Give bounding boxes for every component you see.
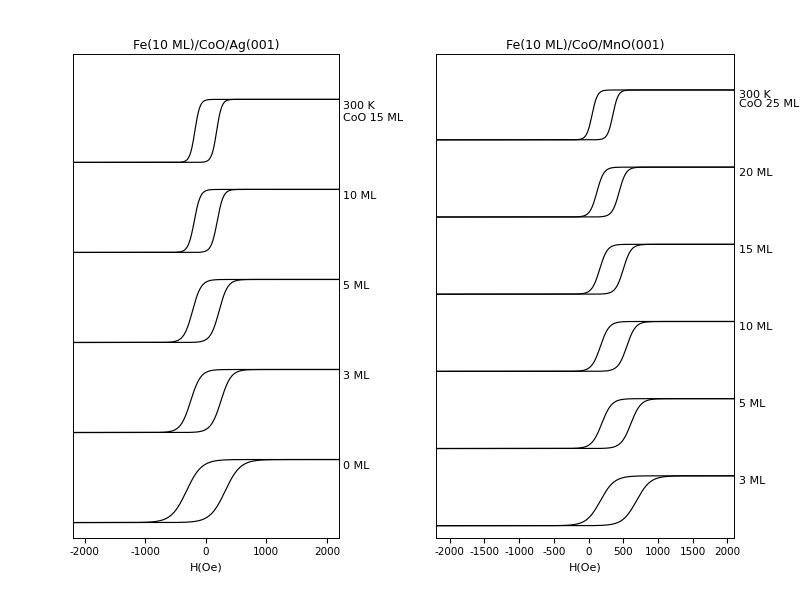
Text: 20 ML: 20 ML [739,168,772,178]
Title: Fe(10 ML)/CoO/MnO(001): Fe(10 ML)/CoO/MnO(001) [506,39,664,52]
Text: 10 ML: 10 ML [343,191,376,201]
Text: 3 ML: 3 ML [343,371,370,381]
Text: 5 ML: 5 ML [343,281,370,291]
Text: 15 ML: 15 ML [739,245,772,255]
Text: 0 ML: 0 ML [343,461,370,472]
Text: 10 ML: 10 ML [739,322,772,332]
Text: 300 K: 300 K [739,91,771,100]
X-axis label: H(Oe): H(Oe) [569,563,601,573]
Text: CoO 15 ML: CoO 15 ML [343,113,403,123]
X-axis label: H(Oe): H(Oe) [190,563,222,573]
Text: 3 ML: 3 ML [739,477,765,486]
Text: CoO 25 ML: CoO 25 ML [739,100,799,109]
Text: 5 ML: 5 ML [739,399,765,409]
Text: 300 K: 300 K [343,101,374,111]
Title: Fe(10 ML)/CoO/Ag(001): Fe(10 ML)/CoO/Ag(001) [132,39,279,52]
